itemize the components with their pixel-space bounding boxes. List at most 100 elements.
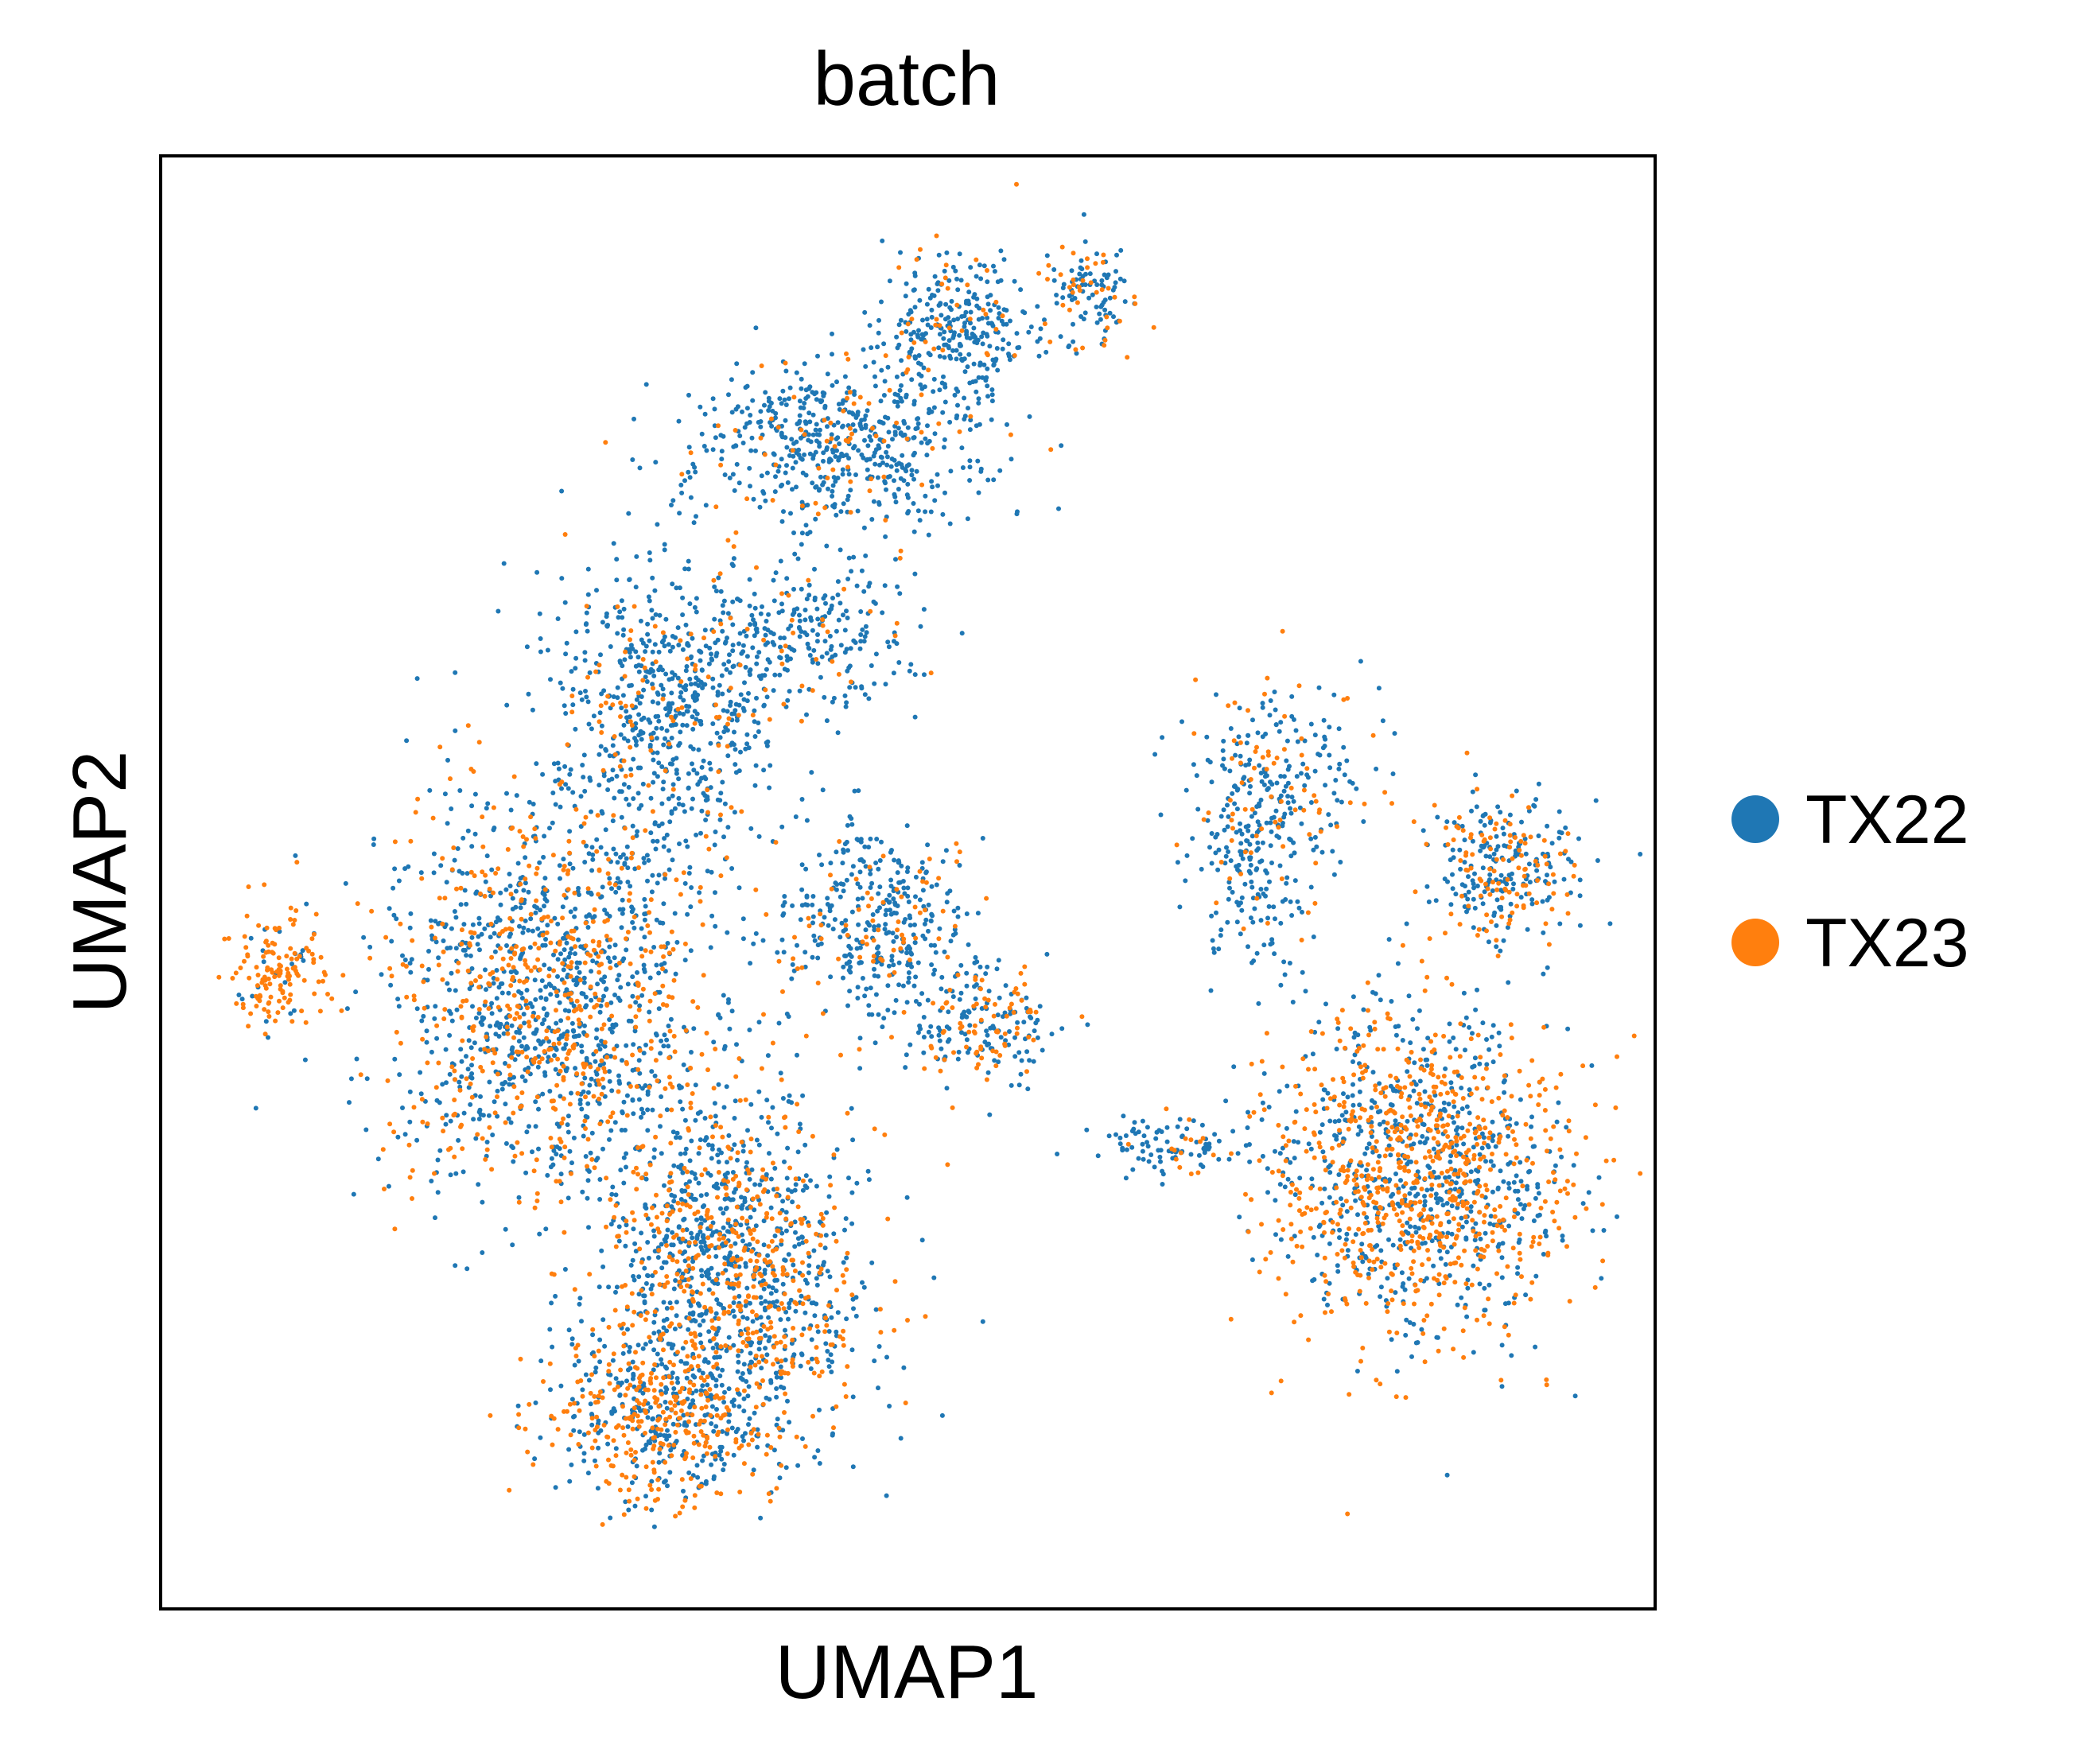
point-tx22 [633, 738, 639, 744]
point-tx22 [728, 699, 733, 705]
point-tx22 [710, 1346, 716, 1350]
point-tx22 [581, 1458, 587, 1463]
point-tx22 [484, 987, 488, 993]
point-tx22 [942, 490, 947, 495]
point-tx22 [630, 1067, 635, 1073]
point-tx22 [834, 849, 839, 855]
point-tx22 [444, 1080, 449, 1086]
point-tx22 [1424, 1276, 1429, 1281]
point-tx22 [458, 1047, 464, 1052]
point-tx22 [547, 1089, 553, 1094]
point-tx22 [674, 1130, 680, 1136]
point-tx22 [580, 763, 585, 767]
point-tx22 [737, 631, 743, 636]
point-tx22 [792, 1219, 798, 1225]
point-tx22 [457, 788, 463, 793]
point-tx22 [1552, 879, 1557, 884]
point-tx22 [1293, 1109, 1299, 1114]
point-tx22 [741, 1408, 747, 1414]
point-tx22 [767, 1397, 772, 1402]
point-tx22 [941, 374, 946, 379]
point-tx22 [810, 480, 815, 486]
point-tx22 [714, 1297, 720, 1303]
point-tx22 [1337, 1227, 1343, 1233]
point-tx22 [926, 532, 931, 538]
point-tx22 [1541, 1252, 1546, 1257]
point-tx22 [991, 263, 996, 269]
point-tx22 [624, 947, 629, 953]
point-tx22 [929, 962, 935, 967]
point-tx22 [855, 896, 861, 902]
point-tx22 [925, 441, 931, 446]
point-tx22 [508, 931, 513, 937]
point-tx22 [1058, 334, 1063, 340]
point-tx22 [903, 293, 908, 299]
point-tx22 [799, 376, 804, 382]
point-tx22 [282, 980, 288, 985]
point-tx22 [624, 1093, 630, 1098]
point-tx22 [751, 941, 756, 946]
point-tx22 [565, 1029, 570, 1035]
point-tx22 [484, 853, 490, 859]
point-tx22 [652, 822, 658, 826]
point-tx22 [731, 1452, 736, 1458]
point-tx22 [611, 541, 616, 546]
point-tx22 [679, 490, 685, 495]
point-tx22 [682, 478, 687, 484]
point-tx22 [731, 1342, 736, 1348]
point-tx22 [803, 1277, 808, 1283]
point-tx22 [721, 729, 727, 735]
point-tx22 [793, 1182, 799, 1187]
point-tx22 [733, 762, 738, 767]
point-tx22 [690, 635, 695, 641]
point-tx22 [559, 1034, 565, 1039]
point-tx22 [709, 1404, 715, 1409]
point-tx22 [715, 1366, 721, 1371]
point-tx22 [835, 730, 841, 736]
point-tx22 [853, 1313, 859, 1319]
point-tx22 [1515, 1271, 1520, 1276]
point-tx22 [735, 1427, 740, 1432]
point-tx22 [790, 962, 795, 967]
point-tx22 [1405, 1230, 1411, 1236]
point-tx22 [739, 651, 744, 656]
point-tx22 [929, 479, 935, 484]
point-tx22 [642, 969, 647, 974]
point-tx22 [1596, 1175, 1602, 1180]
point-tx22 [740, 1434, 745, 1440]
point-tx22 [683, 1146, 689, 1152]
point-tx22 [957, 863, 962, 868]
point-tx22 [659, 1265, 665, 1271]
point-tx22 [608, 1000, 614, 1005]
point-tx22 [854, 1180, 860, 1186]
point-tx22 [1415, 1340, 1420, 1345]
point-tx22 [1471, 896, 1476, 902]
point-tx22 [1470, 789, 1475, 795]
point-tx22 [639, 1106, 644, 1112]
point-tx22 [563, 782, 569, 787]
point-tx22 [645, 1107, 651, 1113]
point-tx22 [599, 977, 604, 982]
point-tx22 [1497, 1043, 1502, 1049]
point-tx22 [730, 643, 736, 648]
point-tx22 [764, 470, 770, 476]
point-tx22 [705, 1171, 711, 1176]
point-tx22 [1351, 994, 1356, 1000]
point-tx22 [1463, 1219, 1469, 1225]
point-tx22 [861, 1284, 867, 1290]
point-tx22 [769, 423, 775, 429]
point-tx22 [885, 639, 891, 645]
point-tx22 [822, 694, 827, 700]
point-tx22 [1572, 1393, 1578, 1399]
point-tx22 [593, 1365, 599, 1370]
point-tx22 [1457, 1194, 1463, 1199]
point-tx22 [772, 489, 778, 495]
point-tx22 [503, 1226, 508, 1232]
point-tx22 [648, 1405, 654, 1410]
point-tx22 [603, 827, 608, 833]
point-tx22 [659, 962, 664, 968]
point-tx22 [909, 964, 915, 969]
point-tx22 [747, 1416, 752, 1421]
point-tx22 [670, 1370, 675, 1376]
point-tx22 [1467, 1087, 1472, 1093]
